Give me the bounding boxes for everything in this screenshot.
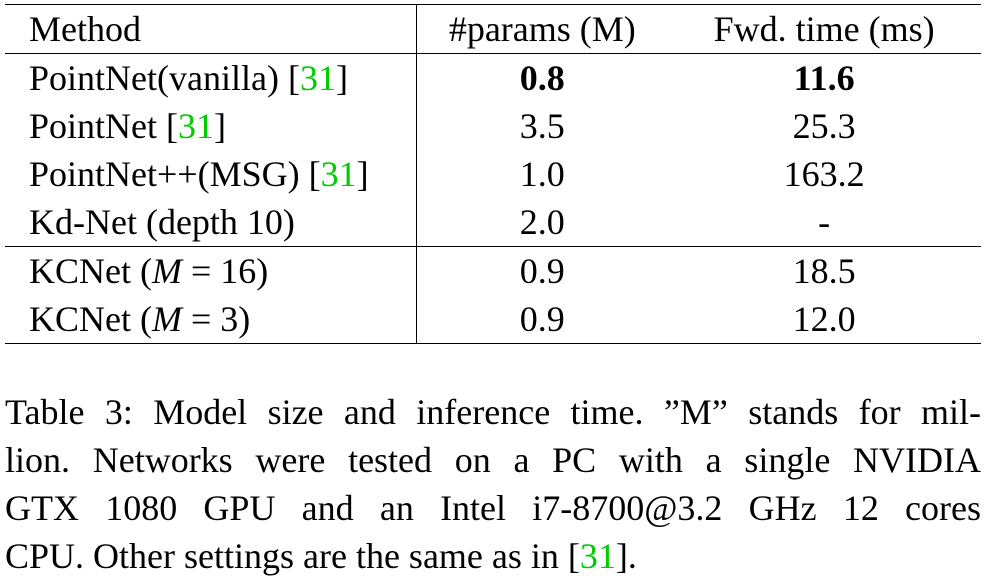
caption-text: ]. xyxy=(615,536,637,576)
method-prefix: KCNet ( xyxy=(29,251,152,291)
row-method: PointNet++(MSG) [31] xyxy=(5,150,418,198)
row-params: 3.5 xyxy=(519,106,565,146)
row-method: KCNet (M = 3) xyxy=(5,295,418,344)
caption-line: lion. Networks were tested on a PC with … xyxy=(5,440,981,480)
row-params: 1.0 xyxy=(519,154,565,194)
table-caption: Table 3: Model size and inference time. … xyxy=(5,388,981,580)
table-row: Kd-Net (depth 10) 2.0 - xyxy=(5,198,981,247)
method-suffix: = 3) xyxy=(181,299,251,339)
table-row: KCNet (M = 16) 0.9 18.5 xyxy=(5,246,981,295)
row-params: 0.9 xyxy=(519,299,565,339)
model-size-table: Method #params (M) Fwd. time (ms) PointN… xyxy=(5,4,981,344)
row-time: 18.5 xyxy=(792,251,856,291)
row-params: 0.9 xyxy=(519,251,565,291)
caption-text: CPU. Other settings are the same as in [ xyxy=(5,536,580,576)
results-table-container: Method #params (M) Fwd. time (ms) PointN… xyxy=(5,4,981,344)
row-method: KCNet (M = 16) xyxy=(5,246,418,295)
caption-line: GTX 1080 GPU and an Intel i7-8700@3.2 GH… xyxy=(5,488,981,528)
row-time: 12.0 xyxy=(792,299,856,339)
row-time: 163.2 xyxy=(783,154,865,194)
caption-line: Table 3: Model size and inference time. … xyxy=(5,392,981,432)
header-time: Fwd. time (ms) xyxy=(713,9,935,49)
row-params: 0.8 xyxy=(519,58,565,98)
header-method: Method xyxy=(5,4,418,54)
method-name: PointNet xyxy=(29,106,167,146)
row-time: - xyxy=(818,202,831,242)
row-time: 25.3 xyxy=(792,106,856,146)
table-header-row: Method #params (M) Fwd. time (ms) xyxy=(5,4,981,54)
table-row: KCNet (M = 3) 0.9 12.0 xyxy=(5,295,981,344)
table-row: PointNet(vanilla) [31] 0.8 11.6 xyxy=(5,53,981,102)
row-params: 2.0 xyxy=(519,202,565,242)
citation-link[interactable]: 31 xyxy=(320,154,357,194)
caption-line: CPU. Other settings are the same as in [… xyxy=(5,532,981,580)
table-row: PointNet [31] 3.5 25.3 xyxy=(5,102,981,150)
method-name: PointNet(vanilla) xyxy=(29,58,288,98)
row-method: PointNet [31] xyxy=(5,102,418,150)
row-time: 11.6 xyxy=(793,58,855,98)
math-variable: M xyxy=(151,251,182,291)
header-params: #params (M) xyxy=(448,9,636,49)
citation-link[interactable]: 31 xyxy=(178,106,215,146)
row-method: Kd-Net (depth 10) xyxy=(5,198,418,247)
table-row: PointNet++(MSG) [31] 1.0 163.2 xyxy=(5,150,981,198)
method-name: PointNet++(MSG) xyxy=(29,154,309,194)
method-suffix: = 16) xyxy=(181,251,269,291)
citation-link[interactable]: 31 xyxy=(579,536,616,576)
citation-link[interactable]: 31 xyxy=(299,58,336,98)
row-method: PointNet(vanilla) [31] xyxy=(5,53,418,102)
math-variable: M xyxy=(151,299,182,339)
method-prefix: KCNet ( xyxy=(29,299,152,339)
